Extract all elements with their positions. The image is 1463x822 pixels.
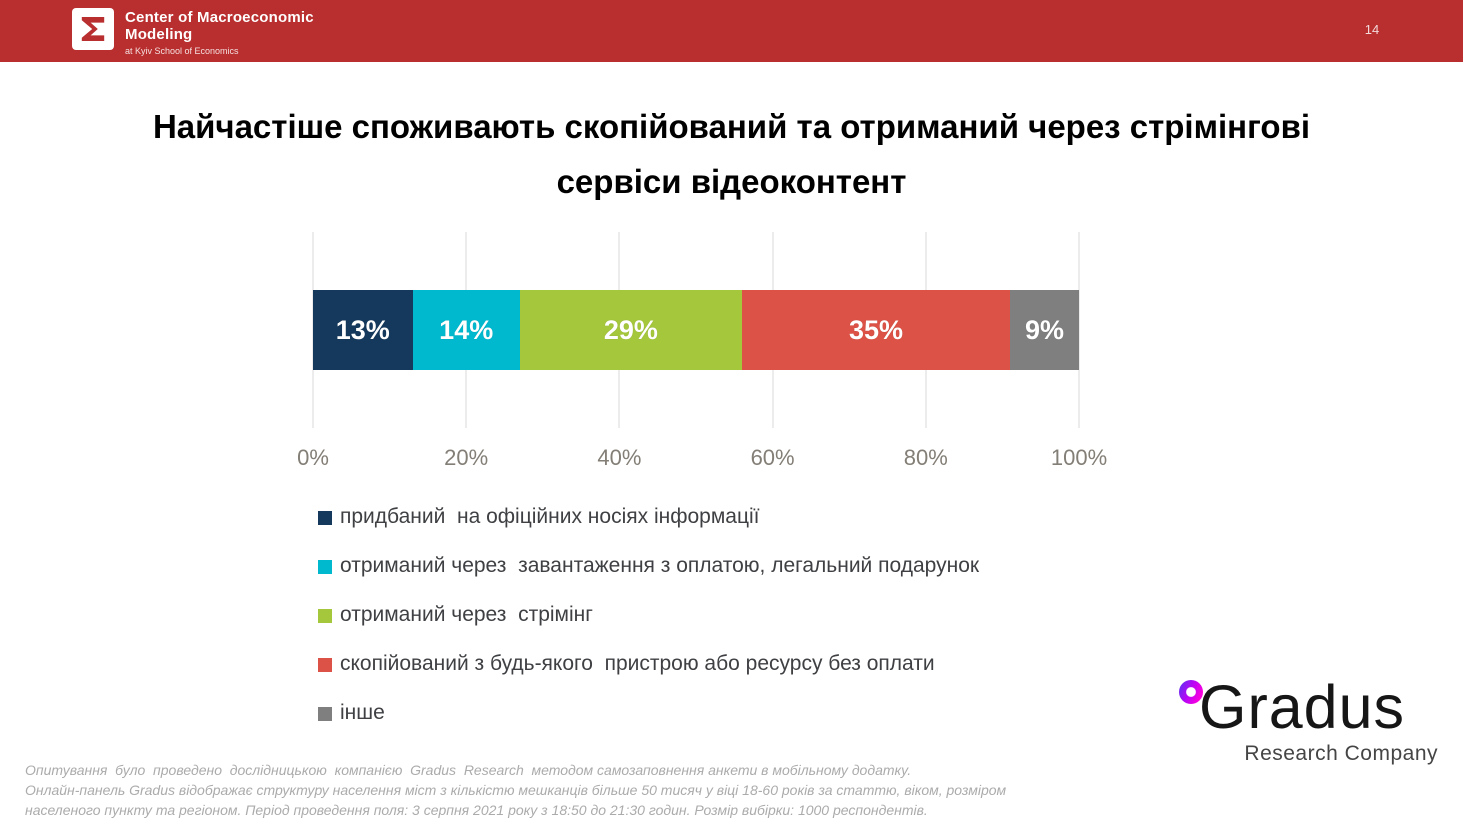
x-tick-80: 80% bbox=[903, 445, 948, 470]
bar-segment-label: 14% bbox=[439, 314, 494, 345]
bar-segment-label: 29% bbox=[603, 314, 658, 345]
footnote-line2: Онлайн-панель Gradus відображає структур… bbox=[25, 782, 1007, 798]
legend-item: скопійований з будь-якого пристрою або р… bbox=[318, 652, 979, 675]
org-name-line1: Center of Macroeconomic bbox=[125, 9, 314, 26]
legend-label: інше bbox=[340, 701, 385, 724]
org-text-block: Center of Macroeconomic Modeling at Kyiv… bbox=[125, 9, 314, 57]
gradus-ring-icon bbox=[1179, 680, 1203, 704]
bar-segment-label: 13% bbox=[335, 314, 390, 345]
x-tick-20: 20% bbox=[444, 445, 489, 470]
x-tick-60: 60% bbox=[750, 445, 795, 470]
slide-title-line2: сервіси відеоконтент bbox=[556, 163, 907, 200]
legend-swatch-navy-icon bbox=[318, 510, 332, 525]
header-bar: Center of Macroeconomic Modeling at Kyiv… bbox=[0, 0, 1463, 62]
gradus-logo: Gradus Research Company bbox=[1166, 674, 1442, 766]
stacked-bar-chart: 13% 14% 29% 35% 9% bbox=[312, 232, 1080, 428]
footnote: Опитування було проведено дослідницькою … bbox=[25, 760, 1006, 820]
bar-segment-copied: 35% bbox=[741, 290, 1011, 370]
stacked-bar: 13% 14% 29% 35% 9% bbox=[313, 290, 1079, 370]
chart-legend: придбаний на офіційних носіях інформації… bbox=[318, 505, 980, 751]
x-tick-40: 40% bbox=[597, 445, 642, 470]
org-name-line2: Modeling bbox=[125, 26, 193, 43]
legend-swatch-green-icon bbox=[318, 608, 332, 623]
kse-logo bbox=[72, 8, 114, 50]
gradus-subtitle: Research Company bbox=[1244, 742, 1438, 765]
legend-item: інше bbox=[318, 701, 979, 724]
legend-label: скопійований з будь-якого пристрою або р… bbox=[340, 652, 935, 675]
org-subtitle: at Kyiv School of Economics bbox=[125, 46, 239, 56]
slide-title: Найчастіше споживають скопійований та от… bbox=[0, 99, 1463, 209]
footnote-line3: населеного пункту та регіоном. Період пр… bbox=[25, 802, 928, 818]
footnote-line1: Опитування було проведено дослідницькою … bbox=[25, 762, 912, 778]
legend-item: отриманий через стрімінг bbox=[318, 603, 979, 626]
bar-segment-paid-download: 14% bbox=[412, 290, 520, 370]
page-number: 14 bbox=[1364, 22, 1380, 37]
legend-swatch-red-icon bbox=[318, 657, 332, 672]
legend-swatch-cyan-icon bbox=[318, 559, 332, 574]
legend-swatch-gray-icon bbox=[318, 706, 332, 721]
legend-item: придбаний на офіційних носіях інформації bbox=[318, 505, 979, 528]
x-axis: 0% 20% 40% 60% 80% 100% bbox=[297, 445, 1107, 471]
x-tick-100: 100% bbox=[1050, 445, 1108, 470]
sigma-icon bbox=[81, 17, 105, 41]
gradus-wordmark: Gradus bbox=[1199, 673, 1406, 741]
bar-segment-streaming: 29% bbox=[519, 290, 742, 370]
legend-label: отриманий через завантаження з оплатою, … bbox=[340, 554, 980, 577]
bar-segment-label: 9% bbox=[1024, 314, 1065, 345]
bar-segment-purchased: 13% bbox=[313, 290, 413, 370]
bar-segment-label: 35% bbox=[848, 314, 903, 345]
legend-item: отриманий через завантаження з оплатою, … bbox=[318, 554, 980, 577]
gridline-100 bbox=[1078, 232, 1080, 428]
x-tick-0: 0% bbox=[297, 445, 329, 470]
slide-title-line1: Найчастіше споживають скопійований та от… bbox=[152, 108, 1311, 145]
legend-label: отриманий через стрімінг bbox=[340, 603, 593, 626]
bar-segment-other: 9% bbox=[1010, 290, 1079, 370]
legend-label: придбаний на офіційних носіях інформації bbox=[340, 505, 760, 528]
